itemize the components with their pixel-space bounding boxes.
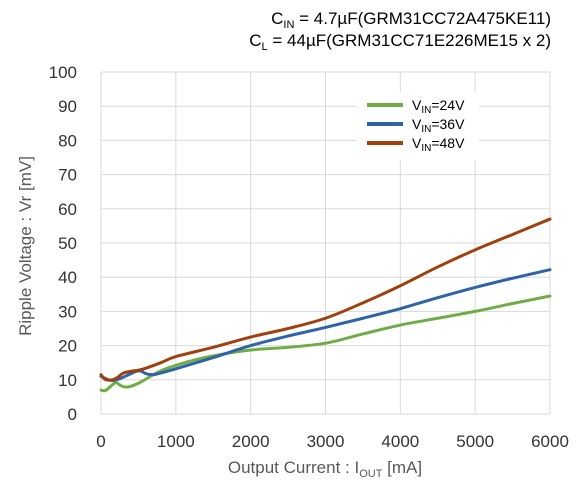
- series-lines: [99, 217, 552, 393]
- condition-cl-subscript: L: [262, 41, 268, 53]
- condition-cin-symbol: C: [271, 9, 283, 28]
- y-tick-label: 100: [49, 63, 77, 82]
- condition-cin-subscript: IN: [283, 19, 294, 31]
- legend-label-vin-36v: VIN=36V: [412, 116, 465, 135]
- y-tick-label: 70: [58, 166, 77, 185]
- x-tick-label: 0: [96, 432, 105, 451]
- x-axis-title-main: Output Current : I: [228, 458, 359, 477]
- y-tick-label: 10: [58, 371, 77, 390]
- x-axis-title-unit: [mA]: [382, 458, 422, 477]
- x-tick-label: 2000: [232, 432, 270, 451]
- condition-cl: CL = 44µF(GRM31CC71E226ME15 x 2): [249, 31, 551, 53]
- x-tick-label: 1000: [157, 432, 195, 451]
- x-tick-label: 3000: [307, 432, 345, 451]
- series-line-vin-24v: [99, 294, 552, 393]
- y-tick-label: 80: [58, 131, 77, 150]
- x-axis-title-subscript: OUT: [359, 468, 383, 480]
- condition-cl-symbol: C: [249, 31, 261, 50]
- y-tick-label: 20: [58, 337, 77, 356]
- series-line-vin-48v: [99, 217, 552, 382]
- condition-cin: CIN = 4.7µF(GRM31CC72A475KE11): [271, 9, 551, 31]
- y-tick-label: 90: [58, 97, 77, 116]
- x-tick-label: 4000: [381, 432, 419, 451]
- y-tick-label: 60: [58, 200, 77, 219]
- y-tick-label: 50: [58, 234, 77, 253]
- x-tick-label: 5000: [456, 432, 494, 451]
- y-tick-label: 40: [58, 268, 77, 287]
- y-tick-label: 30: [58, 302, 77, 321]
- legend-label-vin-48v: VIN=48V: [412, 135, 465, 154]
- y-axis-title: Ripple Voltage : Vr [mV]: [16, 156, 35, 336]
- y-tick-label: 0: [68, 405, 77, 424]
- legend-label-vin-24v: VIN=24V: [412, 97, 465, 116]
- condition-cin-value: = 4.7µF(GRM31CC72A475KE11): [294, 9, 551, 28]
- x-axis-title: Output Current : IOUT [mA]: [228, 458, 422, 480]
- x-tick-label: 6000: [531, 432, 569, 451]
- gridlines: [100, 71, 551, 415]
- condition-cl-value: = 44µF(GRM31CC71E226ME15 x 2): [268, 31, 551, 50]
